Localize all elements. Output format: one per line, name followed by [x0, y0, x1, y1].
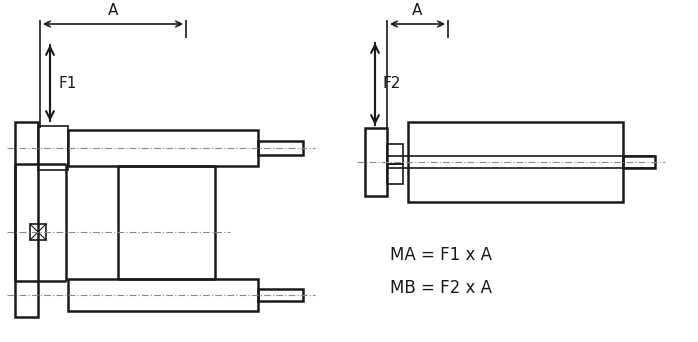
Text: A: A — [413, 3, 423, 18]
Bar — [365, 128, 387, 196]
Text: A: A — [107, 3, 118, 18]
Text: F1: F1 — [58, 76, 76, 91]
Bar — [623, 156, 655, 168]
Bar — [258, 141, 303, 155]
Text: MB = F2 x A: MB = F2 x A — [390, 279, 492, 297]
Bar — [15, 122, 38, 317]
Bar — [408, 122, 623, 202]
Bar — [387, 164, 403, 184]
Bar — [30, 224, 46, 240]
Bar — [258, 289, 303, 301]
Bar — [387, 144, 403, 164]
Bar — [68, 130, 258, 166]
Text: MA = F1 x A: MA = F1 x A — [390, 246, 492, 264]
Bar — [38, 126, 68, 170]
Bar — [68, 279, 258, 311]
Text: F2: F2 — [383, 77, 401, 92]
